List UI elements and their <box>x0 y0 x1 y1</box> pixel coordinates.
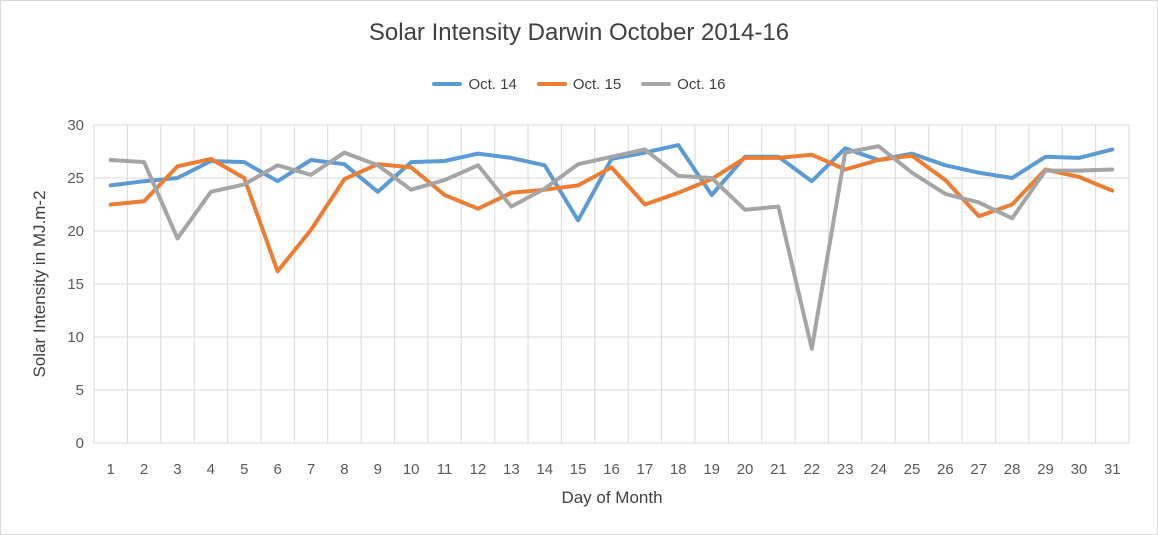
x-tick-label: 4 <box>207 461 215 478</box>
x-tick-label: 25 <box>904 461 921 478</box>
legend-label-oct-16: Oct. 16 <box>677 75 726 93</box>
legend-label-oct-14: Oct. 14 <box>468 75 517 93</box>
y-tick-label: 30 <box>67 117 84 134</box>
x-tick-label: 26 <box>937 461 954 478</box>
y-tick-label: 20 <box>67 223 84 240</box>
gridlines <box>93 124 1130 444</box>
x-tick-label: 18 <box>670 461 687 478</box>
x-tick-label: 9 <box>374 461 382 478</box>
x-tick-label: 10 <box>403 461 420 478</box>
chart-title: Solar Intensity Darwin October 2014-16 <box>368 19 790 46</box>
series-line-oct-14 <box>108 143 1115 223</box>
x-tick-label: 30 <box>1071 461 1088 478</box>
x-tick-label: 22 <box>803 461 820 478</box>
legend: Oct. 14 Oct. 15 Oct. 16 <box>1 74 1157 94</box>
y-tick-label: 15 <box>67 276 84 293</box>
y-tick-label: 25 <box>67 170 84 187</box>
legend-item-oct-16: Oct. 16 <box>641 75 726 93</box>
x-tick-label: 1 <box>107 461 115 478</box>
legend-item-oct-14: Oct. 14 <box>432 75 517 93</box>
x-tick-label: 20 <box>737 461 754 478</box>
legend-swatch-oct-16 <box>641 82 672 86</box>
y-tick-label: 5 <box>76 382 84 399</box>
legend-item-oct-15: Oct. 15 <box>536 75 622 93</box>
x-tick-label: 6 <box>273 461 281 478</box>
x-tick-label: 24 <box>870 461 887 478</box>
x-tick-label: 27 <box>970 461 987 478</box>
series-line-oct-16 <box>108 144 1115 351</box>
x-tick-label: 8 <box>340 461 348 478</box>
x-tick-label: 5 <box>240 461 248 478</box>
x-tick-label: 14 <box>536 461 553 478</box>
x-tick-label: 23 <box>837 461 854 478</box>
legend-label-oct-15: Oct. 15 <box>572 75 622 93</box>
y-tick-label: 10 <box>67 329 84 346</box>
x-tick-label: 3 <box>173 461 181 478</box>
series-line-oct-15 <box>108 152 1115 274</box>
x-tick-label: 15 <box>570 461 587 478</box>
x-tick-label: 13 <box>503 461 520 478</box>
x-tick-label: 31 <box>1104 461 1121 478</box>
x-tick-label: 19 <box>703 461 720 478</box>
x-axis-title: Day of Month <box>561 488 662 507</box>
x-tick-label: 17 <box>637 461 654 478</box>
x-tick-label: 29 <box>1037 461 1054 478</box>
x-tick-label: 11 <box>437 461 453 478</box>
legend-swatch-oct-14 <box>432 82 463 86</box>
y-tick-label: 0 <box>76 435 84 452</box>
series-lines <box>108 143 1115 351</box>
x-tick-label: 28 <box>1004 461 1021 478</box>
legend-swatch-oct-15 <box>536 82 567 86</box>
x-tick-label: 2 <box>140 461 148 478</box>
x-tick-label: 7 <box>307 461 315 478</box>
y-axis-title: Solar Intensity in MJ.m-2 <box>30 190 49 377</box>
x-tick-label: 12 <box>470 461 487 478</box>
x-tick-label: 16 <box>603 461 620 478</box>
x-tick-label: 21 <box>770 461 787 478</box>
